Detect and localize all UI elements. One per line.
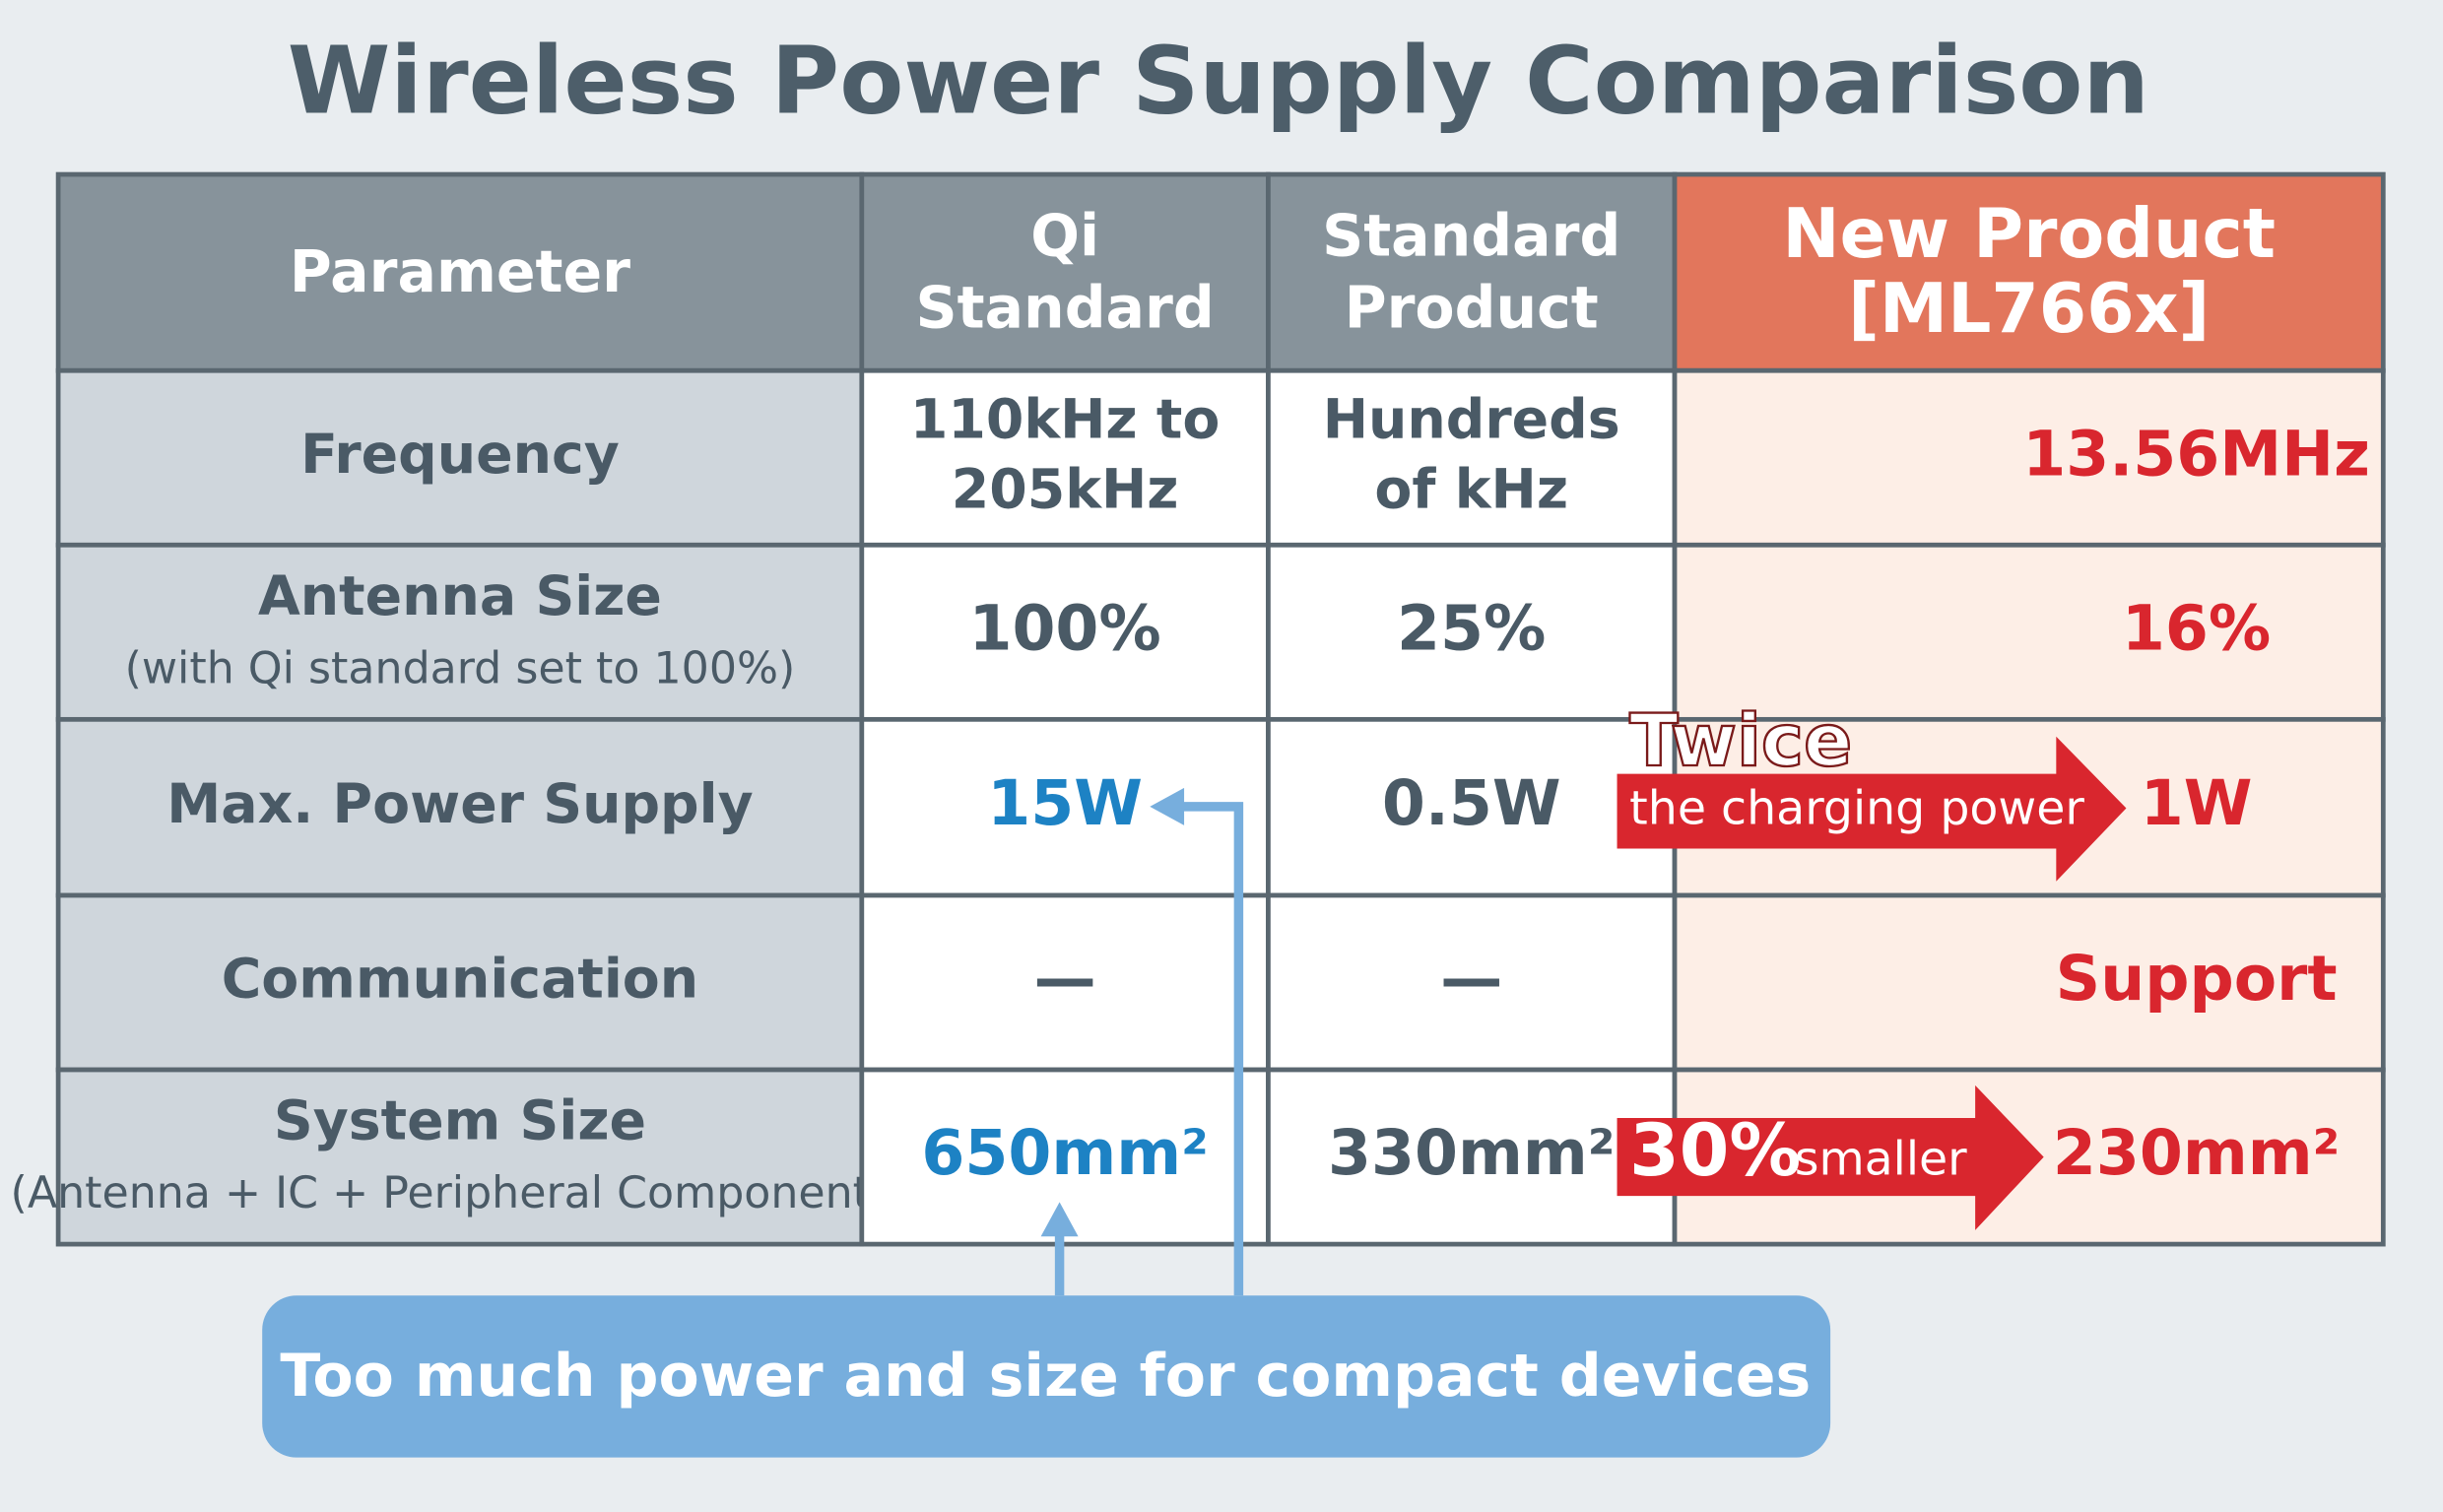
value: 330mm² bbox=[1328, 1116, 1615, 1189]
callout-text: Twice bbox=[1629, 700, 1852, 783]
parameter: Frequency bbox=[300, 424, 620, 487]
value: 110kHz to bbox=[910, 388, 1220, 451]
parameter: (with Qi standard set to 100%) bbox=[125, 643, 796, 693]
value: 15W bbox=[987, 766, 1143, 839]
value: 205kHz bbox=[952, 458, 1179, 521]
table-cell bbox=[859, 892, 1271, 1073]
table-cell bbox=[55, 1067, 865, 1247]
parameter: Communication bbox=[222, 949, 698, 1012]
header-cell bbox=[55, 171, 865, 373]
header-text: New Product bbox=[1782, 194, 2276, 274]
connector bbox=[1176, 802, 1244, 1296]
red-arrow bbox=[1617, 736, 2127, 882]
parameter: System Size bbox=[274, 1089, 646, 1152]
value: 13.56MHz bbox=[2022, 417, 2370, 490]
table-cell bbox=[1672, 892, 2386, 1073]
table-cell bbox=[1266, 716, 1678, 898]
table-cell bbox=[859, 542, 1271, 722]
callout-text: smaller bbox=[1795, 1132, 1967, 1186]
note: Too much power and size for compact devi… bbox=[280, 1342, 1811, 1411]
header-text: Product bbox=[1345, 274, 1599, 341]
value: 100% bbox=[968, 591, 1160, 664]
table-cell bbox=[1266, 1067, 1678, 1247]
connectors bbox=[1054, 802, 1244, 1296]
table-cell bbox=[1266, 892, 1678, 1073]
header-cell bbox=[859, 171, 1271, 373]
value: 16% bbox=[2122, 591, 2271, 664]
table-cell bbox=[55, 892, 865, 1073]
value: 0.5W bbox=[1382, 766, 1561, 839]
table-cell bbox=[55, 542, 865, 722]
arrowhead bbox=[1040, 1202, 1079, 1237]
value: — bbox=[1034, 942, 1096, 1015]
callout-text: the charging power bbox=[1629, 782, 2084, 836]
header-text: [ML766x] bbox=[1848, 269, 2210, 349]
value: Hundreds bbox=[1323, 388, 1620, 451]
value: 650mm² bbox=[921, 1116, 1208, 1189]
header-cell bbox=[1266, 171, 1678, 373]
value: — bbox=[1440, 942, 1502, 1015]
note-box bbox=[262, 1295, 1831, 1458]
red-arrow bbox=[1617, 1085, 2044, 1230]
table-cell bbox=[55, 716, 865, 898]
parameter: Antenna Size bbox=[258, 565, 662, 628]
table-cell bbox=[1672, 367, 2386, 548]
value: of kHz bbox=[1374, 458, 1568, 521]
title: Wireless Power Supply Comparison bbox=[288, 27, 2149, 135]
callout-text: 30% bbox=[1629, 1110, 1801, 1193]
header-text: Standard bbox=[916, 274, 1215, 341]
header-text: Parameter bbox=[290, 238, 630, 305]
value: Support bbox=[2056, 942, 2338, 1015]
parameter: (Antenna + IC + Peripheral Components) bbox=[11, 1168, 910, 1218]
parameter: Max. Power Supply bbox=[166, 773, 753, 836]
value: 25% bbox=[1397, 591, 1546, 664]
arrowhead bbox=[1150, 787, 1185, 825]
header-text: Standard bbox=[1322, 203, 1620, 270]
value: 1W bbox=[2141, 766, 2253, 839]
table-cell bbox=[1672, 542, 2386, 722]
header-text: Qi bbox=[1030, 203, 1099, 270]
value: 230mm² bbox=[2053, 1116, 2340, 1189]
